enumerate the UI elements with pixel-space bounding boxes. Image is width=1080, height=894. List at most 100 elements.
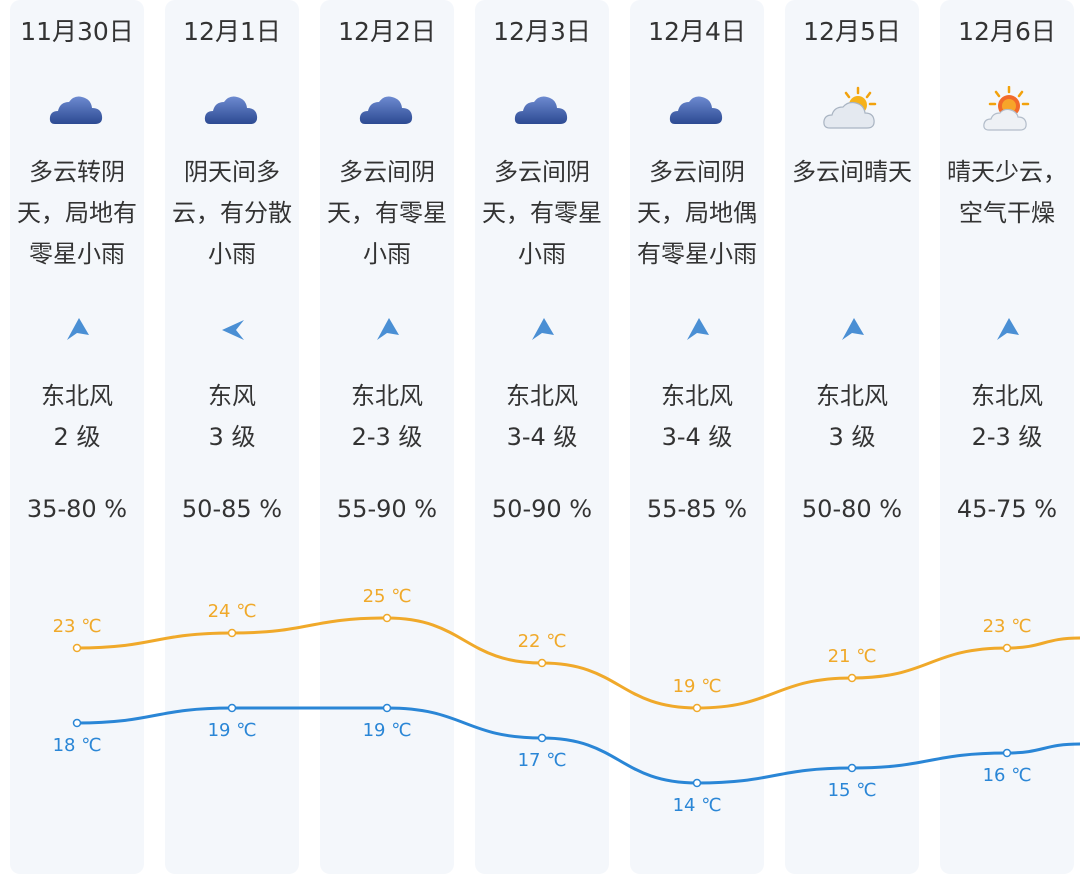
day-column: 12月5日 多云间晴天 东北风 3 级 50-80 % bbox=[785, 0, 919, 874]
low-temp-point bbox=[692, 778, 702, 788]
wind-direction-arrow-icon bbox=[687, 318, 709, 340]
wind-direction: 东北风 bbox=[661, 382, 733, 410]
weather-description: 阴天间多 云，有分散 小雨 bbox=[165, 152, 299, 275]
wind-direction-arrow-icon bbox=[67, 318, 89, 340]
description-line: 多云间阴 bbox=[649, 158, 745, 186]
cloudy-icon bbox=[204, 96, 258, 124]
high-temp-point bbox=[537, 658, 547, 668]
wind-direction-arrow-icon bbox=[377, 318, 399, 340]
low-temp-label: 19 ℃ bbox=[208, 720, 257, 741]
day-date: 12月1日 bbox=[183, 17, 281, 46]
day-date: 12月2日 bbox=[338, 17, 436, 46]
low-temp-point bbox=[382, 703, 392, 713]
wind-direction: 东北风 bbox=[816, 382, 888, 410]
description-line: 小雨 bbox=[518, 240, 566, 268]
humidity: 55-90 % bbox=[336, 495, 438, 523]
high-temp-line bbox=[76, 616, 1080, 710]
day-date: 12月4日 bbox=[648, 17, 746, 46]
humidity: 55-85 % bbox=[646, 495, 748, 523]
day-date: 11月30日 bbox=[20, 17, 134, 46]
description-line: 晴天少云， bbox=[947, 158, 1067, 186]
weather-description: 多云间阴 天，局地偶 有零星小雨 bbox=[630, 152, 764, 275]
day-date: 12月3日 bbox=[493, 17, 591, 46]
wind-level: 2 级 bbox=[53, 423, 101, 451]
wind-direction-arrow-icon bbox=[842, 318, 864, 340]
humidity: 50-90 % bbox=[491, 495, 593, 523]
description-line: 多云转阴 bbox=[29, 158, 125, 186]
wind-level: 2-3 级 bbox=[351, 423, 423, 451]
humidity: 50-80 % bbox=[801, 495, 903, 523]
high-temp-point bbox=[1002, 643, 1012, 653]
description-line: 天，有零星 bbox=[327, 199, 447, 227]
cloudy-icon bbox=[514, 96, 568, 124]
description-line: 天，有零星 bbox=[482, 199, 602, 227]
wind-direction: 东北风 bbox=[971, 382, 1043, 410]
description-line: 有零星小雨 bbox=[637, 240, 757, 268]
low-temp-label: 14 ℃ bbox=[673, 795, 722, 816]
high-temp-point bbox=[692, 703, 702, 713]
wind-direction: 东北风 bbox=[351, 382, 423, 410]
description-line: 小雨 bbox=[208, 240, 256, 268]
high-temp-point bbox=[72, 643, 82, 653]
humidity: 35-80 % bbox=[26, 495, 128, 523]
low-temp-point bbox=[847, 763, 857, 773]
high-temp-point bbox=[227, 628, 237, 638]
high-temp-label: 25 ℃ bbox=[363, 586, 412, 607]
day-column: 12月3日 多云间阴 天，有零星 小雨 东北风 3-4 级 50-90 % bbox=[475, 0, 609, 874]
wind-direction-arrow-icon bbox=[222, 320, 244, 340]
humidity: 50-85 % bbox=[181, 495, 283, 523]
wind-level: 3-4 级 bbox=[506, 423, 578, 451]
day-date: 12月5日 bbox=[803, 17, 901, 46]
high-temp-point bbox=[847, 673, 857, 683]
low-temp-point bbox=[227, 703, 237, 713]
description-line: 多云间晴天 bbox=[792, 158, 912, 186]
low-temp-label: 18 ℃ bbox=[53, 735, 102, 756]
high-temp-label: 22 ℃ bbox=[518, 631, 567, 652]
low-temp-label: 16 ℃ bbox=[983, 765, 1032, 786]
low-temp-label: 17 ℃ bbox=[518, 750, 567, 771]
wind-direction: 东北风 bbox=[506, 382, 578, 410]
high-temp-label: 24 ℃ bbox=[208, 601, 257, 622]
wind-level: 2-3 级 bbox=[971, 423, 1043, 451]
sunny-few-clouds-icon bbox=[983, 86, 1030, 131]
high-temp-label: 21 ℃ bbox=[828, 646, 877, 667]
low-temp-point bbox=[537, 733, 547, 743]
low-temp-label: 15 ℃ bbox=[828, 780, 877, 801]
humidity: 45-75 % bbox=[956, 495, 1058, 523]
wind-level: 3-4 级 bbox=[661, 423, 733, 451]
partly-sunny-icon bbox=[823, 86, 877, 129]
description-line: 天，局地偶 bbox=[637, 199, 757, 227]
wind-direction-arrow-icon bbox=[997, 318, 1019, 340]
cloudy-icon bbox=[49, 96, 103, 124]
description-line: 多云间阴 bbox=[494, 158, 590, 186]
wind-level: 3 级 bbox=[208, 423, 256, 451]
description-line: 多云间阴 bbox=[339, 158, 435, 186]
low-temp-line bbox=[76, 706, 1080, 785]
low-temp-label: 19 ℃ bbox=[363, 720, 412, 741]
high-temp-label: 23 ℃ bbox=[983, 616, 1032, 637]
high-temp-label: 19 ℃ bbox=[673, 676, 722, 697]
weather-description: 多云间阴 天，有零星 小雨 bbox=[475, 152, 609, 275]
weather-description: 多云转阴 天，局地有 零星小雨 bbox=[10, 152, 144, 275]
wind-level: 3 级 bbox=[828, 423, 876, 451]
wind-direction-arrow-icon bbox=[532, 318, 554, 340]
weather-description: 晴天少云， 空气干燥 bbox=[940, 152, 1074, 234]
low-temp-point bbox=[72, 718, 82, 728]
day-date: 12月6日 bbox=[958, 17, 1056, 46]
low-temp-point bbox=[1002, 748, 1012, 758]
description-line: 天，局地有 bbox=[17, 199, 137, 227]
description-line: 阴天间多 bbox=[184, 158, 280, 186]
day-column: 12月1日 阴天间多 云，有分散 小雨 东风 3 级 50-85 % bbox=[165, 0, 299, 874]
day-column: 12月6日 晴天少云， 空气干燥 东北风 2-3 级 45-75 % bbox=[940, 0, 1074, 874]
description-line: 小雨 bbox=[363, 240, 411, 268]
description-line: 零星小雨 bbox=[29, 240, 125, 268]
cloudy-icon bbox=[359, 96, 413, 124]
high-temp-label: 23 ℃ bbox=[53, 616, 102, 637]
weather-description: 多云间阴 天，有零星 小雨 bbox=[320, 152, 454, 275]
description-line: 云，有分散 bbox=[172, 199, 292, 227]
day-column: 12月4日 多云间阴 天，局地偶 有零星小雨 东北风 3-4 级 55-85 % bbox=[630, 0, 764, 874]
cloudy-icon bbox=[669, 96, 723, 124]
day-column: 12月2日 多云间阴 天，有零星 小雨 东北风 2-3 级 55-90 % bbox=[320, 0, 454, 874]
high-temp-point bbox=[382, 613, 392, 623]
